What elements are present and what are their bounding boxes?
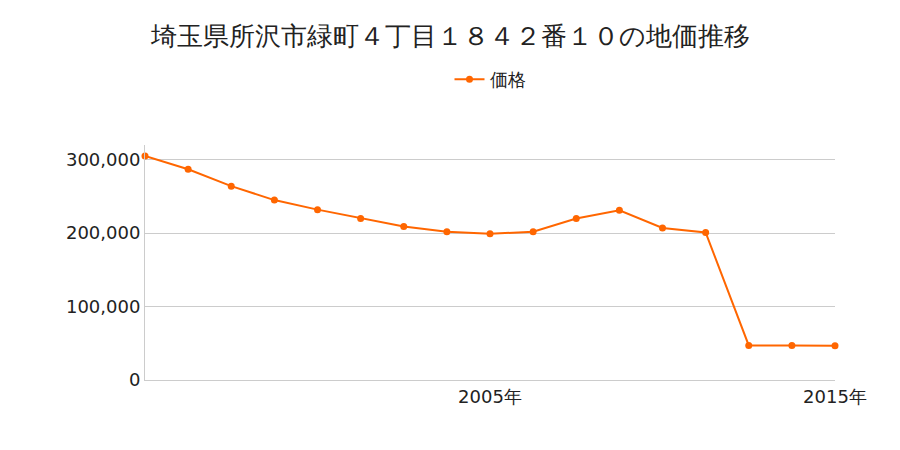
- svg-text:200,000: 200,000: [66, 222, 140, 243]
- svg-text:2015年: 2015年: [803, 386, 867, 407]
- svg-text:価格: 価格: [490, 69, 526, 90]
- svg-text:2005年: 2005年: [458, 386, 522, 407]
- svg-text:埼玉県所沢市緑町４丁目１８４２番１０の地価推移: 埼玉県所沢市緑町４丁目１８４２番１０の地価推移: [150, 21, 750, 51]
- svg-text:0: 0: [129, 369, 140, 390]
- svg-text:300,000: 300,000: [66, 149, 140, 170]
- svg-text:100,000: 100,000: [66, 296, 140, 317]
